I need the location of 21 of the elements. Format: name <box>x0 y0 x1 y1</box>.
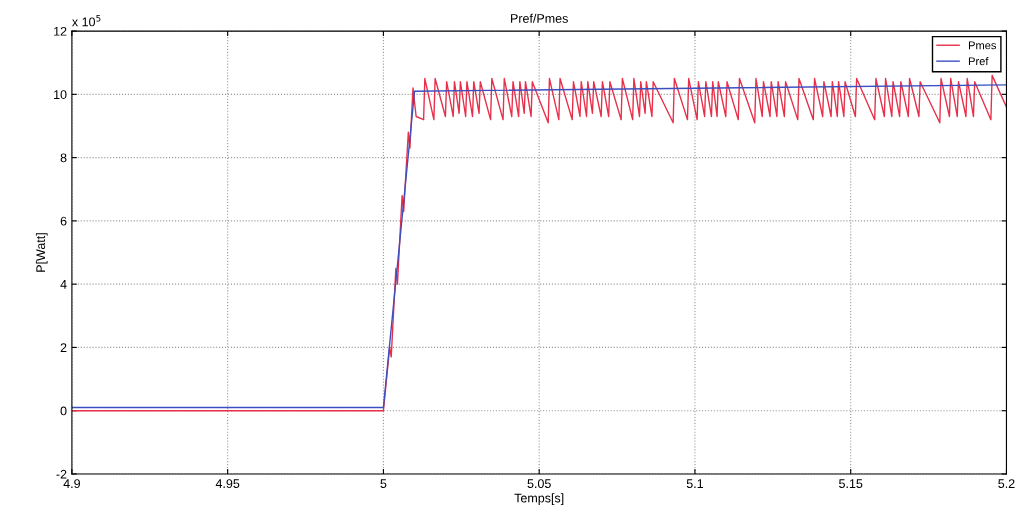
x-axis-title: Temps[s] <box>514 493 564 505</box>
chart-title: Pref/Pmes <box>511 13 568 23</box>
x-tick-label: 4.9 <box>63 479 80 489</box>
y-tick-label: 8 <box>60 153 67 163</box>
y-tick-label: 12 <box>54 26 67 36</box>
y-tick-label: 10 <box>54 90 67 99</box>
y-tick-label: 4 <box>60 280 67 289</box>
x-tick-label: 5.1 <box>686 479 704 489</box>
y-tick-label: 6 <box>60 216 67 226</box>
x-tick-label: 5.2 <box>998 479 1015 489</box>
legend-label: Pref <box>968 57 989 66</box>
y-tick-label: -2 <box>56 469 67 479</box>
y-tick-label: 2 <box>60 343 67 352</box>
y-tick-label: 0 <box>60 406 67 416</box>
x-tick-label: 5.05 <box>527 479 551 489</box>
legend-label: Pmes <box>968 41 997 50</box>
x-tick-label: 5.15 <box>839 479 863 489</box>
x-tick-label: 5 <box>380 479 387 489</box>
x-tick-label: 4.95 <box>215 479 240 489</box>
y-axis-title: P[Watt] <box>35 233 48 272</box>
text: x 10$^{5}$ <box>72 15 101 27</box>
